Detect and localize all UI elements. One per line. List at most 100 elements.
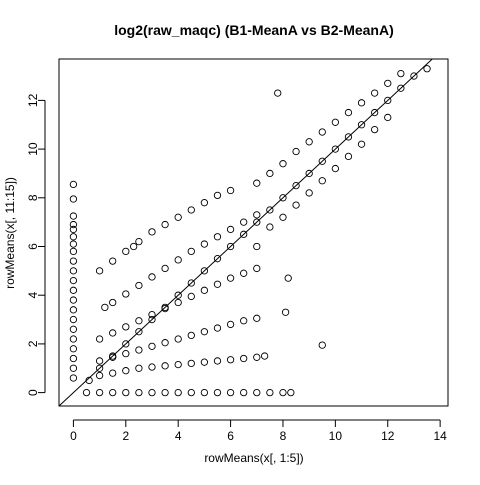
data-point <box>371 89 379 97</box>
data-point <box>187 292 195 301</box>
data-point <box>357 99 366 107</box>
data-point <box>135 388 143 397</box>
x-tick-label: 6 <box>227 429 234 443</box>
data-point <box>69 335 78 343</box>
data-point <box>279 160 287 168</box>
data-point <box>122 290 130 298</box>
data-point <box>187 206 195 214</box>
data-point <box>213 324 222 332</box>
data-point <box>357 121 366 129</box>
data-point <box>213 280 222 288</box>
data-point <box>344 108 353 117</box>
data-point <box>305 189 313 197</box>
data-point <box>357 140 366 148</box>
data-point <box>213 255 222 263</box>
data-point <box>213 357 222 365</box>
data-point <box>101 303 109 312</box>
data-point <box>253 388 261 397</box>
data-point <box>161 220 169 229</box>
data-point <box>279 213 287 221</box>
data-point <box>266 206 274 214</box>
data-point <box>200 328 209 336</box>
data-point <box>69 212 78 220</box>
y-tick-label: 6 <box>26 243 40 250</box>
data-point <box>69 225 78 234</box>
data-point <box>200 199 209 207</box>
data-point <box>397 84 405 92</box>
data-point <box>130 242 138 251</box>
y-tick-label: 4 <box>26 292 40 299</box>
data-point <box>161 362 169 370</box>
data-point <box>69 374 78 382</box>
data-point <box>109 388 117 397</box>
data-point <box>240 354 248 363</box>
data-point <box>331 164 340 173</box>
x-tick-label: 10 <box>329 429 343 443</box>
data-point <box>318 341 326 349</box>
data-point <box>122 247 130 256</box>
data-point <box>122 367 130 375</box>
data-point <box>240 388 248 397</box>
data-point <box>135 328 143 336</box>
data-point <box>122 323 130 331</box>
data-point <box>226 356 235 364</box>
data-point <box>135 364 143 372</box>
data-point <box>69 325 78 333</box>
data-point <box>240 269 248 277</box>
data-point <box>226 242 235 251</box>
data-point <box>266 388 274 397</box>
data-point <box>122 388 130 397</box>
data-point <box>318 128 326 136</box>
data-point <box>213 388 222 397</box>
data-point <box>95 267 104 275</box>
data-point <box>148 273 156 281</box>
data-point <box>266 169 274 178</box>
data-point <box>305 138 313 146</box>
data-point <box>253 218 261 226</box>
data-point <box>253 211 261 219</box>
data-point <box>253 179 261 187</box>
data-point <box>266 223 274 231</box>
data-point <box>240 230 248 238</box>
data-point <box>284 274 292 282</box>
data-point <box>410 72 418 80</box>
data-point <box>260 352 269 360</box>
data-point <box>187 331 195 340</box>
data-point <box>174 335 182 343</box>
x-tick-label: 4 <box>175 429 182 443</box>
y-tick-label: 0 <box>26 389 40 396</box>
data-point <box>281 308 290 316</box>
y-tick-label: 12 <box>26 93 40 107</box>
data-point <box>69 247 78 256</box>
data-point <box>226 320 235 329</box>
y-axis-label: rowMeans(x[, 11:15]) <box>3 177 17 289</box>
data-point <box>200 240 209 248</box>
data-point <box>240 317 248 325</box>
data-point <box>331 118 340 126</box>
data-point <box>109 298 117 307</box>
chart-title: log2(raw_maqc) (B1-MeanA vs B2-MeanA) <box>114 22 394 38</box>
x-axis-label: rowMeans(x[, 1:5]) <box>204 451 303 465</box>
data-point <box>174 213 182 221</box>
data-point <box>371 125 379 134</box>
data-point <box>174 298 182 307</box>
y-tick-label: 10 <box>26 142 40 156</box>
data-point <box>148 388 156 397</box>
data-point <box>109 329 117 337</box>
data-point <box>109 352 117 360</box>
data-point <box>174 291 182 299</box>
x-tick-label: 14 <box>433 429 447 443</box>
data-point <box>279 388 287 397</box>
data-point <box>148 363 156 371</box>
data-point <box>69 180 78 189</box>
data-point <box>397 69 405 78</box>
data-point <box>253 242 261 251</box>
data-point <box>174 256 182 264</box>
data-point <box>69 257 78 265</box>
data-point <box>292 147 300 156</box>
axes-layer: 0 2 4 6 8 10 12 14 0 2 4 6 8 10 12 <box>26 93 447 443</box>
data-point <box>287 388 295 397</box>
data-point <box>200 358 209 366</box>
